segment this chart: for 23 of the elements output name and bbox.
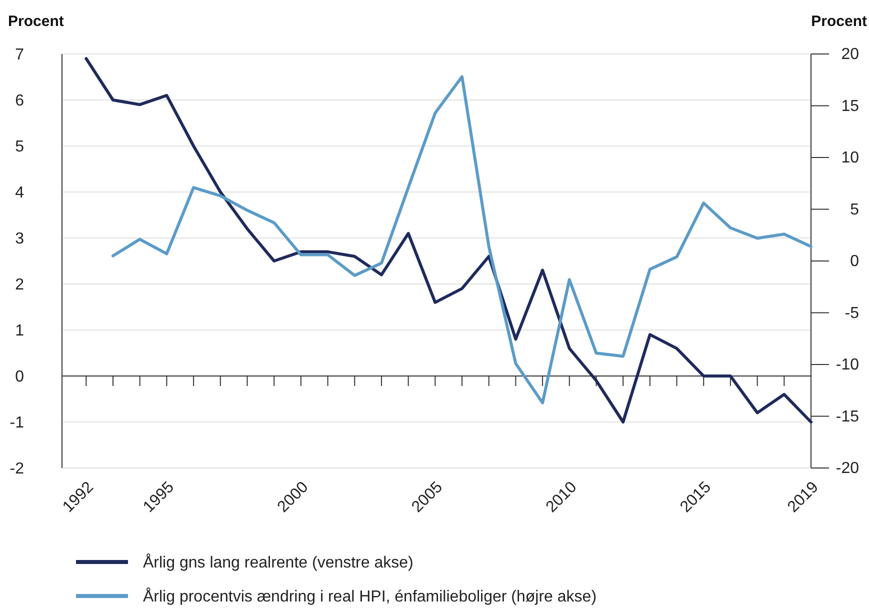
- y-tick-label: 5: [15, 138, 24, 156]
- y-axis-title: Procent: [8, 13, 64, 30]
- y-tick-label: 0: [15, 368, 24, 386]
- y2-tick-label: -10: [836, 356, 860, 374]
- y2-tick-label: 20: [841, 46, 860, 64]
- legend-label: Årlig procentvis ændring i real HPI, énfamilieboliger (højre akse): [143, 588, 597, 606]
- y-tick-label: 1: [15, 322, 24, 340]
- y2-tick-label: -20: [836, 460, 860, 478]
- y-tick-label: 4: [15, 184, 24, 202]
- y2-tick-label: -15: [836, 408, 860, 426]
- y2-tick-label: 0: [850, 253, 860, 270]
- y-tick-label: -2: [10, 460, 24, 478]
- y2-tick-label: 10: [841, 150, 860, 167]
- y-tick-label: -1: [10, 414, 24, 432]
- y2-tick-label: 5: [850, 201, 860, 218]
- y2-axis-title: Procent: [811, 13, 867, 30]
- y2-tick-label: 15: [841, 98, 860, 115]
- legend-label: Årlig gns lang realrente (venstre akse): [143, 554, 414, 572]
- y2-tick-label: -5: [844, 304, 860, 322]
- y-tick-label: 3: [15, 230, 24, 248]
- y-tick-label: 7: [15, 46, 24, 64]
- y-tick-label: 2: [15, 276, 24, 294]
- y-tick-label: 6: [15, 92, 24, 110]
